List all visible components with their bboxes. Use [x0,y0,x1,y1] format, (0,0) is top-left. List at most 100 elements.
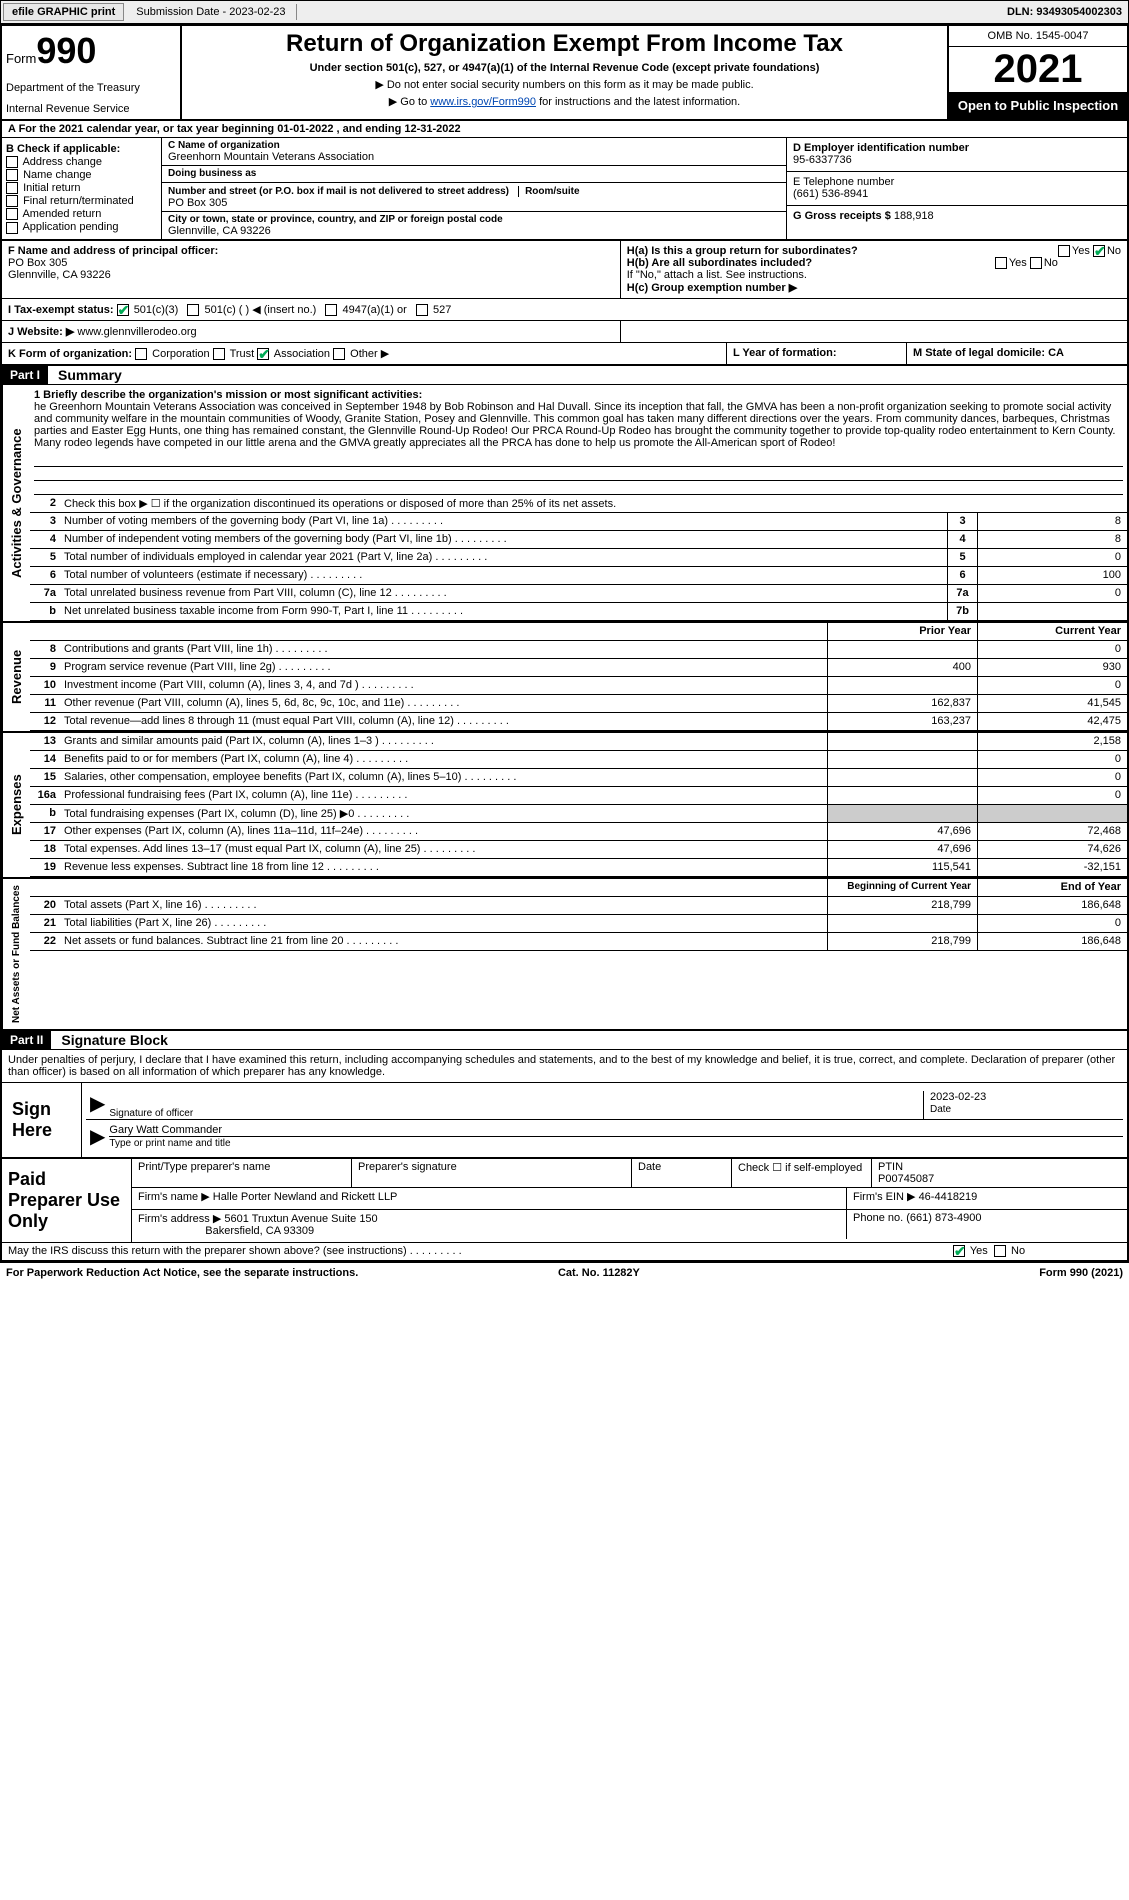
form-num: 990 [36,30,96,71]
firm-addr-label: Firm's address ▶ [138,1213,221,1225]
addr-label: Number and street (or P.O. box if mail i… [168,186,509,197]
sign-here-label: Sign Here [2,1083,82,1157]
form-title: Return of Organization Exempt From Incom… [186,30,943,58]
checkbox-icon[interactable] [6,169,18,181]
firm-phone-label: Phone no. [853,1212,903,1224]
irs-label: Internal Revenue Service [6,103,176,115]
h-c: H(c) Group exemption number ▶ [627,281,1121,294]
data-line: 17Other expenses (Part IX, column (A), l… [30,823,1127,841]
note2-pre: ▶ Go to [389,96,430,108]
state-domicile: M State of legal domicile: CA [913,347,1064,359]
gross-label: G Gross receipts $ [793,210,891,222]
firm-ein-label: Firm's EIN ▶ [853,1191,916,1203]
prep-row-2: Firm's name ▶ Halle Porter Newland and R… [132,1188,1127,1210]
sec-i: I Tax-exempt status: 501(c)(3) 501(c) ( … [2,299,1127,321]
opt-name-change: Name change [6,169,157,181]
section-bcdeg: B Check if applicable: Address change Na… [2,138,1127,241]
col-headers: Prior Year Current Year [30,623,1127,641]
ptin-label: PTIN [878,1161,903,1173]
part1-title: Summary [48,367,122,383]
gov-line: 4Number of independent voting members of… [30,531,1127,549]
form-note-2: ▶ Go to www.irs.gov/Form990 for instruct… [186,95,943,108]
sign-body: ▶ Signature of officer 2023-02-23Date ▶ … [82,1083,1127,1157]
form-number: Form990 [6,30,176,72]
org-name-label: C Name of organization [168,140,780,151]
checkbox-icon[interactable] [6,182,18,194]
vtab-expenses: Expenses [2,733,30,877]
part2-title: Signature Block [51,1032,168,1048]
h-b-note: If "No," attach a list. See instructions… [627,269,1121,281]
website-label: J Website: ▶ [8,326,74,338]
checkbox-icon[interactable] [1030,257,1042,269]
opt-address-change: Address change [6,156,157,168]
efile-print-button[interactable]: efile GRAPHIC print [3,3,124,21]
summary-revenue: Revenue Prior Year Current Year 8Contrib… [2,623,1127,733]
checkbox-icon[interactable] [257,348,269,360]
form-word: Form [6,51,36,66]
arrow-icon: ▶ [86,1124,109,1149]
officer-name: Gary Watt Commander [109,1124,1123,1137]
checkbox-icon[interactable] [213,348,225,360]
form-990: Form990 Department of the Treasury Inter… [0,24,1129,1263]
checkbox-icon[interactable] [995,257,1007,269]
date-label: Date [930,1104,951,1115]
officer-label: F Name and address of principal officer: [8,245,614,257]
firm-ein: 46-4418219 [919,1191,978,1203]
checkbox-icon[interactable] [6,208,18,220]
checkbox-icon[interactable] [1093,245,1105,257]
hdr-curr: Current Year [977,623,1127,640]
header-right: OMB No. 1545-0047 2021 Open to Public In… [947,26,1127,119]
ein-value: 95-6337736 [793,154,1121,166]
checkbox-icon[interactable] [994,1245,1006,1257]
data-line: 15Salaries, other compensation, employee… [30,769,1127,787]
col-c: C Name of organization Greenhorn Mountai… [162,138,787,239]
checkbox-icon[interactable] [6,222,18,234]
checkbox-icon[interactable] [135,348,147,360]
hdr-end: End of Year [977,879,1127,896]
form-subtitle: Under section 501(c), 527, or 4947(a)(1)… [186,62,943,74]
tax-status-label: I Tax-exempt status: [8,304,114,316]
blank-line [34,467,1123,481]
checkbox-icon[interactable] [1058,245,1070,257]
checkbox-icon[interactable] [6,156,18,168]
checkbox-icon[interactable] [117,304,129,316]
checkbox-icon[interactable] [187,304,199,316]
prep-self-hdr: Check ☐ if self-employed [732,1159,872,1187]
omb-number: OMB No. 1545-0047 [949,26,1127,47]
form-org-label: K Form of organization: [8,348,132,360]
checkbox-icon[interactable] [953,1245,965,1257]
data-line: 21Total liabilities (Part X, line 26)0 [30,915,1127,933]
firm-phone: (661) 873-4900 [906,1212,981,1224]
gov-line: bNet unrelated business taxable income f… [30,603,1127,621]
checkbox-icon[interactable] [333,348,345,360]
tax-year: 2021 [949,47,1127,92]
checkbox-icon[interactable] [325,304,337,316]
net-col-headers: Beginning of Current Year End of Year [30,879,1127,897]
data-line: 9Program service revenue (Part VIII, lin… [30,659,1127,677]
gross-cell: G Gross receipts $ 188,918 [787,206,1127,239]
col-b-header: B Check if applicable: [6,143,157,155]
sig-line-2: ▶ Gary Watt CommanderType or print name … [86,1124,1123,1149]
firm-addr2: Bakersfield, CA 93309 [205,1225,314,1237]
mission-block: 1 Briefly describe the organization's mi… [30,385,1127,453]
prep-date-hdr: Date [632,1159,732,1187]
vtab-netassets: Net Assets or Fund Balances [2,879,30,1029]
hdr-prior: Prior Year [827,623,977,640]
ptin-value: P00745087 [878,1173,934,1185]
firm-name: Halle Porter Newland and Rickett LLP [213,1191,398,1203]
blank-line [34,453,1123,467]
header-mid: Return of Organization Exempt From Incom… [182,26,947,119]
gov-line: 7aTotal unrelated business revenue from … [30,585,1127,603]
opt-amended: Amended return [6,208,157,220]
submission-date-label: Submission Date - 2023-02-23 [126,4,296,20]
discuss-question: May the IRS discuss this return with the… [8,1245,407,1257]
data-line: 10Investment income (Part VIII, column (… [30,677,1127,695]
checkbox-icon[interactable] [416,304,428,316]
sig-line-1: ▶ Signature of officer 2023-02-23Date [86,1091,1123,1120]
ein-label: D Employer identification number [793,142,1121,154]
checkbox-icon[interactable] [6,195,18,207]
irs-link[interactable]: www.irs.gov/Form990 [430,96,536,108]
data-line: 12Total revenue—add lines 8 through 11 (… [30,713,1127,731]
line2-desc: Check this box ▶ ☐ if the organization d… [60,495,1127,512]
discuss-row: May the IRS discuss this return with the… [2,1243,1127,1261]
